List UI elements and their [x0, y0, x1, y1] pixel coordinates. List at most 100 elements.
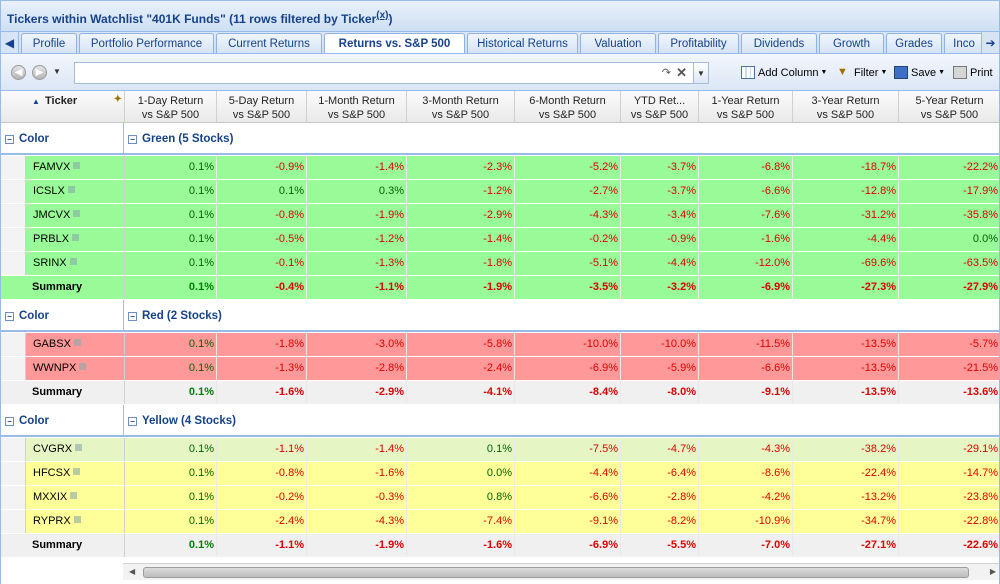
collapse-icon[interactable]: −: [5, 312, 14, 321]
tab-portfolio-performance[interactable]: Portfolio Performance: [79, 33, 214, 53]
row-handle[interactable]: [1, 462, 26, 485]
tab-grades[interactable]: Grades: [886, 33, 942, 53]
history-dropdown-icon[interactable]: ▼: [53, 67, 61, 76]
horizontal-scrollbar[interactable]: ◀ ▶: [123, 563, 999, 580]
table-row[interactable]: RYPRX 0.1% -2.4% -4.3% -7.4% -9.1% -8.2% -10.9%…: [1, 510, 999, 533]
column-header-6month[interactable]: 6-Month Return vs S&P 500: [515, 91, 621, 123]
chart-link-icon[interactable]: [73, 516, 81, 523]
tab-current-returns[interactable]: Current Returns: [216, 33, 322, 53]
tab-scroll-right-icon[interactable]: ➔: [981, 32, 999, 53]
row-handle[interactable]: [1, 180, 26, 203]
chart-link-icon[interactable]: [73, 210, 81, 217]
tab-growth[interactable]: Growth: [819, 33, 884, 53]
tab-income[interactable]: Inco: [944, 33, 984, 53]
summary-row[interactable]: Summary 0.1% -0.4% -1.1% -1.9% -3.5% -3.2% -6.9…: [1, 276, 999, 299]
clear-search-icon[interactable]: ✕: [676, 65, 687, 80]
tab-profitability[interactable]: Profitability: [658, 33, 739, 53]
clear-filter-link[interactable]: (x): [376, 10, 389, 21]
table-row[interactable]: JMCVX 0.1% -0.8% -1.9% -2.9% -4.3% -3.4% -7.6% -…: [1, 204, 999, 227]
tab-valuation[interactable]: Valuation: [580, 33, 656, 53]
back-icon[interactable]: ◀: [11, 65, 26, 80]
print-button[interactable]: Print: [953, 66, 993, 79]
tab-returns-vs-sp500[interactable]: Returns vs. S&P 500: [324, 33, 465, 53]
group-header-red[interactable]: − Color − Red (2 Stocks): [1, 300, 999, 332]
chart-link-icon[interactable]: [75, 444, 83, 451]
ticker-cell[interactable]: ICSLX: [26, 180, 125, 203]
table-row[interactable]: PRBLX 0.1% -0.5% -1.2% -1.4% -0.2% -0.9% -1.6% -…: [1, 228, 999, 251]
ticker-cell[interactable]: WWNPX: [26, 357, 125, 380]
return-cell: -2.4%: [407, 357, 515, 380]
column-header-1month[interactable]: 1-Month Return vs S&P 500: [307, 91, 407, 123]
row-handle[interactable]: [1, 156, 26, 179]
ticker-cell[interactable]: MXXIX: [26, 486, 125, 509]
chart-link-icon[interactable]: [69, 258, 77, 265]
collapse-icon[interactable]: −: [5, 417, 14, 426]
chart-link-icon[interactable]: [73, 162, 81, 169]
scrollbar-thumb[interactable]: [143, 567, 969, 578]
group-header-yellow[interactable]: − Color − Yellow (4 Stocks): [1, 405, 999, 437]
ticker-cell[interactable]: GABSX: [26, 333, 125, 356]
column-header-5year[interactable]: 5-Year Return vs S&P 500: [899, 91, 999, 123]
row-handle[interactable]: [1, 228, 26, 251]
ticker-cell[interactable]: Summary: [1, 534, 125, 557]
column-header-3year[interactable]: 3-Year Return vs S&P 500: [793, 91, 899, 123]
ticker-cell[interactable]: RYPRX: [26, 510, 125, 533]
chart-link-icon[interactable]: [70, 492, 78, 499]
filter-button[interactable]: ▼ Filter ▼: [837, 66, 887, 79]
collapse-icon[interactable]: −: [128, 417, 137, 426]
add-column-button[interactable]: Add Column ▼: [741, 66, 827, 79]
column-filter-icon[interactable]: ✦: [113, 94, 122, 105]
chart-link-icon[interactable]: [73, 468, 81, 475]
row-handle[interactable]: [1, 438, 26, 461]
tab-dividends[interactable]: Dividends: [741, 33, 817, 53]
table-row[interactable]: GABSX 0.1% -1.8% -3.0% -5.8% -10.0% -10.0% -11.…: [1, 333, 999, 356]
summary-row[interactable]: Summary 0.1% -1.6% -2.9% -4.1% -8.4% -8.0% -9.1…: [1, 381, 999, 404]
table-row[interactable]: FAMVX 0.1% -0.9% -1.4% -2.3% -5.2% -3.7% -6.8% -…: [1, 156, 999, 179]
table-row[interactable]: WWNPX 0.1% -1.3% -2.8% -2.4% -6.9% -5.9% -6.6% -…: [1, 357, 999, 380]
row-handle[interactable]: [1, 357, 26, 380]
summary-row[interactable]: Summary 0.1% -1.1% -1.9% -1.6% -6.9% -5.5% -7.0…: [1, 534, 999, 557]
tab-profile[interactable]: Profile: [21, 33, 77, 53]
column-header-3month[interactable]: 3-Month Return vs S&P 500: [407, 91, 515, 123]
chart-link-icon[interactable]: [79, 363, 87, 370]
go-arrow-icon[interactable]: ↷: [661, 67, 671, 79]
collapse-icon[interactable]: −: [128, 312, 137, 321]
row-handle[interactable]: [1, 333, 26, 356]
forward-icon[interactable]: ▶: [32, 65, 47, 80]
ticker-cell[interactable]: CVGRX: [26, 438, 125, 461]
chart-link-icon[interactable]: [67, 186, 75, 193]
collapse-icon[interactable]: −: [128, 135, 137, 144]
table-row[interactable]: HFCSX 0.1% -0.8% -1.6% 0.0% -4.4% -6.4% -8.6% -2…: [1, 462, 999, 485]
save-button[interactable]: Save ▼: [894, 66, 945, 79]
column-header-1day[interactable]: 1-Day Return vs S&P 500: [125, 91, 217, 123]
group-header-green[interactable]: − Color − Green (5 Stocks): [1, 123, 999, 155]
tab-historical-returns[interactable]: Historical Returns: [467, 33, 578, 53]
row-handle[interactable]: [1, 510, 26, 533]
column-header-1year[interactable]: 1-Year Return vs S&P 500: [699, 91, 793, 123]
table-row[interactable]: ICSLX 0.1% 0.1% 0.3% -1.2% -2.7% -3.7% -6.6% -12…: [1, 180, 999, 203]
column-header-ticker[interactable]: ▲ Ticker ✦: [1, 91, 125, 123]
tab-scroll-left-icon[interactable]: ◀: [1, 32, 19, 53]
row-handle[interactable]: [1, 204, 26, 227]
scroll-left-arrow-icon[interactable]: ◀: [129, 567, 136, 576]
scroll-right-arrow-icon[interactable]: ▶: [989, 567, 996, 576]
table-row[interactable]: CVGRX 0.1% -1.1% -1.4% 0.1% -7.5% -4.7% -4.3% -3…: [1, 438, 999, 461]
column-header-ytd[interactable]: YTD Ret... vs S&P 500: [621, 91, 699, 123]
table-row[interactable]: SRINX 0.1% -0.1% -1.3% -1.8% -5.1% -4.4% -12.0%…: [1, 252, 999, 275]
ticker-cell[interactable]: HFCSX: [26, 462, 125, 485]
chart-link-icon[interactable]: [72, 234, 80, 241]
search-dropdown-icon[interactable]: ▼: [693, 62, 709, 84]
ticker-cell[interactable]: Summary: [1, 276, 125, 299]
row-handle[interactable]: [1, 486, 26, 509]
collapse-icon[interactable]: −: [5, 135, 14, 144]
ticker-cell[interactable]: SRINX: [26, 252, 125, 275]
table-row[interactable]: MXXIX 0.1% -0.2% -0.3% 0.8% -6.6% -2.8% -4.2% -1…: [1, 486, 999, 509]
ticker-cell[interactable]: FAMVX: [26, 156, 125, 179]
ticker-cell[interactable]: JMCVX: [26, 204, 125, 227]
chart-link-icon[interactable]: [73, 339, 81, 346]
ticker-cell[interactable]: PRBLX: [26, 228, 125, 251]
ticker-cell[interactable]: Summary: [1, 381, 125, 404]
column-header-5day[interactable]: 5-Day Return vs S&P 500: [217, 91, 307, 123]
row-handle[interactable]: [1, 252, 26, 275]
search-input[interactable]: [75, 63, 645, 83]
